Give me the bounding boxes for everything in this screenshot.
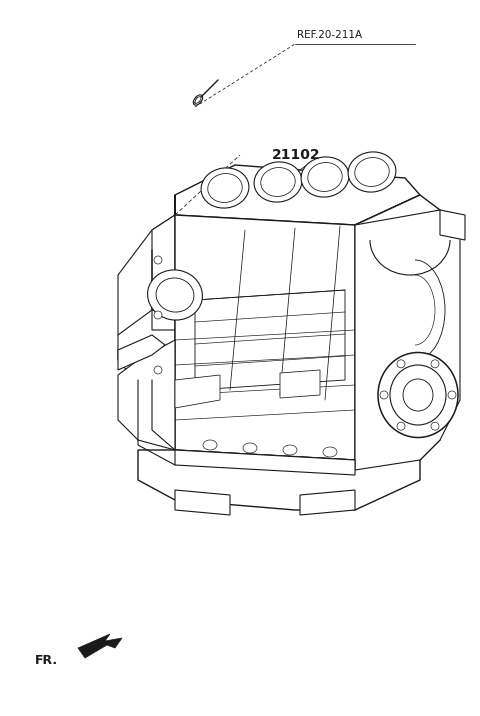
Ellipse shape — [243, 443, 257, 453]
Polygon shape — [118, 195, 175, 390]
Ellipse shape — [195, 97, 201, 103]
Ellipse shape — [154, 256, 162, 264]
Polygon shape — [355, 195, 440, 470]
Ellipse shape — [431, 422, 439, 430]
Polygon shape — [195, 290, 345, 390]
Ellipse shape — [261, 168, 295, 196]
Ellipse shape — [208, 173, 242, 203]
Ellipse shape — [147, 270, 203, 320]
Ellipse shape — [390, 365, 446, 425]
Ellipse shape — [154, 366, 162, 374]
Ellipse shape — [378, 352, 458, 437]
Polygon shape — [138, 430, 420, 510]
Polygon shape — [440, 210, 465, 240]
Ellipse shape — [203, 440, 217, 450]
Ellipse shape — [431, 360, 439, 368]
Ellipse shape — [323, 447, 337, 457]
Ellipse shape — [254, 162, 302, 202]
Polygon shape — [118, 335, 165, 370]
Ellipse shape — [156, 278, 194, 312]
Polygon shape — [300, 490, 355, 515]
Ellipse shape — [448, 391, 456, 399]
Ellipse shape — [308, 163, 342, 191]
Polygon shape — [280, 370, 320, 398]
Polygon shape — [78, 634, 122, 658]
Polygon shape — [355, 210, 460, 470]
Ellipse shape — [201, 168, 249, 208]
Ellipse shape — [397, 422, 405, 430]
Polygon shape — [175, 450, 355, 475]
Ellipse shape — [397, 360, 405, 368]
Text: FR.: FR. — [35, 654, 58, 667]
Text: 21102: 21102 — [272, 148, 321, 162]
Polygon shape — [175, 165, 420, 225]
Polygon shape — [152, 215, 175, 330]
Ellipse shape — [283, 445, 297, 455]
Ellipse shape — [403, 379, 433, 411]
Ellipse shape — [301, 157, 349, 197]
Ellipse shape — [355, 158, 389, 186]
Ellipse shape — [380, 391, 388, 399]
Polygon shape — [175, 375, 220, 408]
Ellipse shape — [154, 311, 162, 319]
Text: REF.20-211A: REF.20-211A — [297, 30, 362, 40]
Polygon shape — [175, 490, 230, 515]
Ellipse shape — [193, 95, 203, 105]
Polygon shape — [175, 195, 420, 460]
Polygon shape — [118, 340, 175, 450]
Ellipse shape — [348, 152, 396, 192]
